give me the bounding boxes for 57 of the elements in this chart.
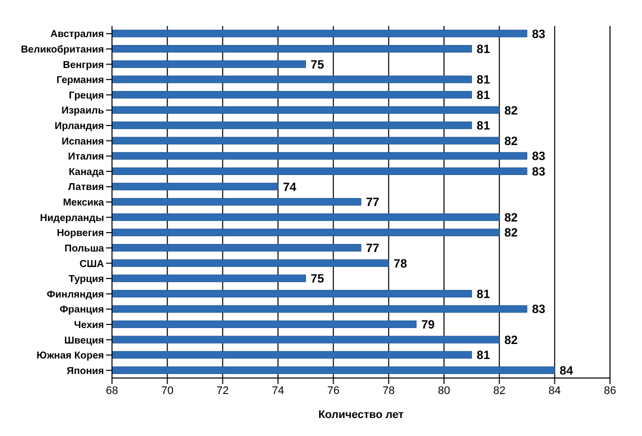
- x-tick-label: 70: [161, 384, 174, 397]
- x-tick-label: 80: [438, 384, 450, 397]
- data-label: 77: [366, 241, 380, 256]
- y-tick-label: Латвия: [68, 182, 104, 194]
- y-tick-label: Венгрия: [62, 60, 104, 71]
- data-label: 83: [532, 164, 546, 178]
- y-tick-label: Ирландия: [54, 121, 104, 132]
- data-label: 81: [476, 88, 490, 102]
- y-tick-label: Норвегия: [56, 228, 104, 240]
- data-label: 82: [504, 134, 518, 148]
- y-tick-label: Финляндия: [46, 289, 104, 300]
- data-label: 78: [394, 256, 408, 270]
- y-tick-label: Испания: [62, 136, 104, 148]
- y-tick-label: Канада: [68, 166, 104, 178]
- data-label: 81: [476, 286, 490, 301]
- y-tick-label: Австралия: [50, 29, 104, 40]
- data-label: 81: [476, 118, 490, 133]
- data-label: 74: [283, 180, 297, 194]
- x-tick-label: 72: [216, 384, 229, 397]
- data-label: 82: [504, 332, 518, 347]
- data-label: 82: [504, 226, 518, 240]
- y-tick-label: Италия: [68, 152, 104, 163]
- x-tick-label: 74: [272, 384, 284, 397]
- y-tick-label: Франция: [60, 304, 104, 316]
- y-tick-label: Польша: [64, 243, 104, 254]
- data-label: 75: [310, 57, 324, 72]
- data-label: 82: [504, 103, 518, 118]
- y-tick-label: Чехия: [74, 320, 104, 331]
- x-tick-label: 76: [327, 384, 340, 397]
- y-tick-label: Греция: [68, 90, 104, 102]
- data-label: 77: [366, 195, 380, 210]
- data-label: 75: [310, 272, 324, 286]
- data-label: 83: [532, 26, 546, 41]
- data-label: 81: [476, 348, 490, 362]
- y-tick-label: Швеция: [64, 335, 104, 346]
- y-tick-label: Япония: [66, 366, 104, 377]
- x-tick-label: 68: [106, 384, 118, 397]
- data-label: 82: [504, 210, 518, 224]
- x-tick-label: 82: [493, 384, 506, 397]
- data-label: 81: [476, 72, 490, 87]
- y-tick-label: Мексика: [62, 198, 104, 209]
- x-tick-label: 84: [548, 384, 561, 397]
- x-axis-title: Количество лет: [318, 409, 404, 421]
- y-tick-label: Турция: [68, 274, 104, 286]
- data-label: 79: [421, 318, 436, 332]
- y-tick-label: Южная Корея: [36, 350, 104, 362]
- y-tick-label: США: [80, 258, 104, 270]
- y-tick-label: Нидерланды: [40, 212, 104, 224]
- y-tick-label: Израиль: [62, 106, 104, 117]
- data-label: 84: [560, 363, 574, 378]
- data-label: 83: [532, 302, 546, 316]
- x-tick-label: 86: [604, 384, 616, 397]
- y-tick-label: Германия: [56, 75, 104, 86]
- data-label: 83: [532, 149, 546, 164]
- x-tick-label: 78: [382, 384, 395, 397]
- data-label: 81: [476, 42, 490, 56]
- y-tick-label: Великобритания: [20, 44, 104, 56]
